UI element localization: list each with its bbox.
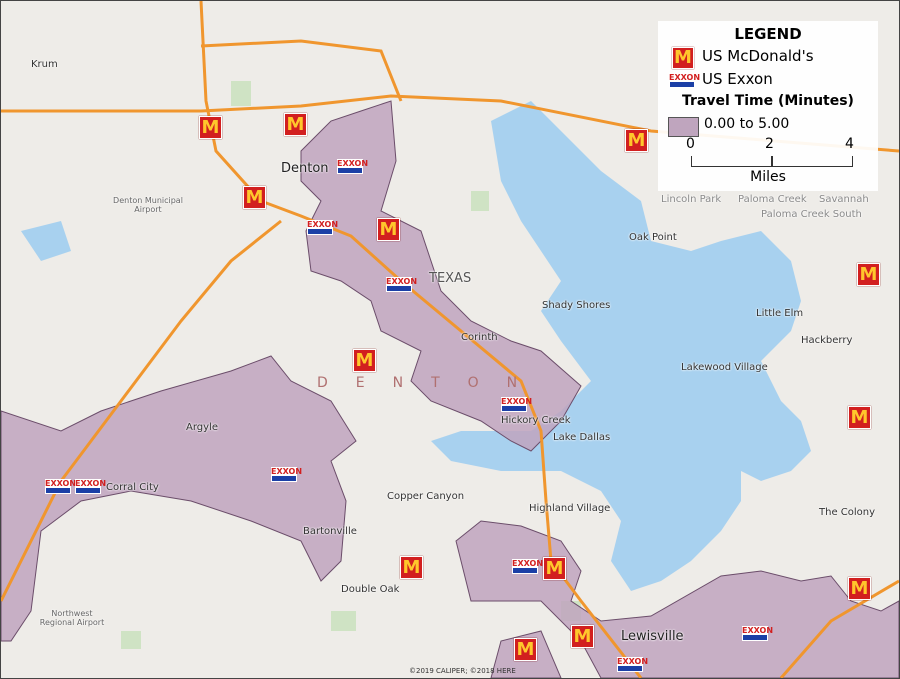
place-label: Savannah	[819, 194, 869, 205]
place-label: Hickory Creek	[501, 415, 571, 426]
scale-tick: 4	[845, 136, 854, 152]
exxon-marker[interactable]: EXXON	[512, 559, 543, 574]
airport-label: Denton Municipal Airport	[113, 196, 183, 214]
scale-tick: 2	[765, 136, 774, 152]
mcdonalds-marker[interactable]: M	[400, 556, 423, 579]
copyright: ©2019 CALIPER; ©2018 HERE	[409, 667, 516, 675]
place-label: The Colony	[819, 507, 876, 518]
place-label: Paloma Creek	[738, 194, 807, 205]
place-label: Little Elm	[756, 308, 804, 319]
isochrone-lewisville	[455, 520, 899, 678]
place-label: Copper Canyon	[387, 491, 465, 502]
legend-item-mcdonalds: US McDonald's	[702, 47, 814, 65]
place-label: Lake Dallas	[553, 432, 611, 443]
highway-sh121	[779, 579, 899, 678]
exxon-marker[interactable]: EXXON	[337, 159, 368, 174]
mcdonalds-marker[interactable]: M	[625, 129, 648, 152]
lewisville-lake	[431, 101, 811, 591]
mcdonalds-marker[interactable]: M	[848, 577, 871, 600]
place-label: Shady Shores	[542, 300, 611, 311]
place-label: Highland Village	[529, 503, 611, 514]
travel-time-swatch	[668, 117, 699, 137]
place-label: Argyle	[186, 422, 218, 433]
exxon-marker[interactable]: EXXON	[307, 220, 338, 235]
highway-us380	[1, 94, 899, 153]
legend-title: LEGEND	[734, 25, 802, 43]
mcdonalds-marker[interactable]: M	[571, 625, 594, 648]
place-label: Denton	[281, 161, 329, 176]
place-label: Corinth	[461, 332, 498, 343]
exxon-logo-icon: EXXON	[669, 73, 701, 88]
exxon-marker[interactable]: EXXON	[271, 467, 302, 482]
mcdonalds-marker[interactable]: M	[284, 113, 307, 136]
mcdonalds-marker[interactable]: M	[848, 406, 871, 429]
exxon-marker[interactable]: EXXON	[75, 479, 106, 494]
scale-tick: 0	[686, 136, 695, 152]
exxon-marker[interactable]: EXXON	[617, 657, 648, 672]
scale-bar	[691, 156, 853, 167]
legend: LEGEND M US McDonald's EXXON US Exxon Tr…	[658, 21, 878, 191]
legend-item-exxon: US Exxon	[702, 70, 773, 88]
mcdonalds-marker[interactable]: M	[199, 116, 222, 139]
highway-i35	[199, 1, 643, 678]
airport-label: Northwest Regional Airport	[39, 609, 105, 627]
place-label: Oak Point	[629, 232, 677, 243]
place-label: TEXAS	[429, 271, 472, 286]
exxon-marker[interactable]: EXXON	[501, 397, 532, 412]
place-label: Krum	[31, 59, 58, 70]
place-label: Lincoln Park	[661, 194, 722, 205]
highway-loop288	[200, 39, 403, 102]
county-label: DENTON	[317, 375, 546, 391]
mcdonalds-marker[interactable]: M	[514, 638, 537, 661]
place-label: Lakewood Village	[681, 362, 768, 373]
place-label: Paloma Creek South	[761, 209, 862, 220]
mcdonalds-marker[interactable]: M	[543, 557, 566, 580]
travel-time-isochrones	[1, 100, 899, 678]
scale-unit: Miles	[750, 169, 786, 185]
highway-i35w	[1, 219, 282, 602]
isochrone-argyle	[1, 355, 357, 642]
mcdonalds-logo-icon: M	[672, 47, 694, 69]
exxon-marker[interactable]: EXXON	[386, 277, 417, 292]
place-label: Double Oak	[341, 584, 400, 595]
mcdonalds-marker[interactable]: M	[857, 263, 880, 286]
place-label: Lewisville	[621, 629, 684, 644]
small-lake	[21, 221, 71, 261]
isochrone-denton	[300, 100, 582, 452]
place-label: Corral City	[106, 482, 159, 493]
exxon-marker[interactable]: EXXON	[742, 626, 773, 641]
exxon-marker[interactable]: EXXON	[45, 479, 76, 494]
mcdonalds-marker[interactable]: M	[353, 349, 376, 372]
mcdonalds-marker[interactable]: M	[243, 186, 266, 209]
place-label: Hackberry	[801, 335, 853, 346]
mcdonalds-marker[interactable]: M	[377, 218, 400, 241]
travel-time-range: 0.00 to 5.00	[704, 116, 790, 132]
place-label: Bartonville	[303, 526, 357, 537]
travel-time-title: Travel Time (Minutes)	[682, 93, 854, 109]
exxon-text: EXXON	[669, 73, 701, 82]
